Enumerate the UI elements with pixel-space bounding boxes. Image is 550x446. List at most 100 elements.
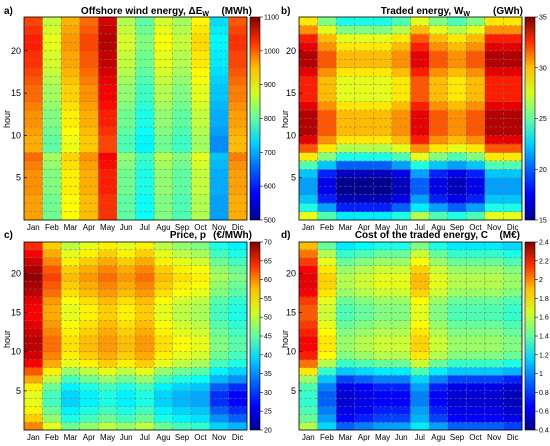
heatmap-cell (79, 375, 99, 384)
panel-title-unit: (M€) (499, 230, 520, 241)
heatmap-cell (98, 186, 118, 196)
heatmap-cell (116, 169, 136, 179)
colorbar-tick-label: 40 (264, 352, 272, 359)
heatmap-cell (154, 42, 174, 52)
heatmap-cell (317, 343, 337, 353)
heatmap-cell (24, 25, 43, 35)
heatmap-cell (317, 186, 337, 196)
heatmap-cell (336, 375, 356, 384)
panel-title: Offshore wind energy, ΔEW (81, 6, 209, 18)
heatmap-cell (154, 67, 174, 77)
heatmap-cell (172, 203, 192, 212)
heatmap-cell (209, 367, 229, 376)
heatmap-cell (336, 101, 356, 111)
heatmap-cell (354, 160, 374, 170)
y-tick-labels: 5 10 15 20 (11, 46, 27, 183)
heatmap-cell (299, 281, 318, 290)
heatmap-cell (429, 67, 449, 77)
heatmap-cell (429, 304, 449, 313)
heatmap-cell (24, 343, 43, 353)
heatmap-cell (391, 414, 411, 423)
heatmap-cell (98, 367, 118, 376)
panel-title-unit: (€/MWh) (213, 230, 252, 241)
heatmap-cell (61, 186, 81, 196)
heatmap-cell (42, 67, 62, 77)
heatmap-cell (209, 194, 229, 204)
heatmap-cell (209, 25, 229, 35)
heatmap-cell (410, 110, 430, 119)
heatmap-cell (410, 203, 430, 212)
heatmap-cell (209, 67, 229, 77)
heatmap-cell (299, 265, 318, 274)
heatmap-cell (354, 177, 374, 187)
heatmap-cell (116, 59, 136, 69)
heatmap-cell (317, 135, 337, 145)
heatmap-cell (466, 343, 486, 353)
heatmap-cell (336, 320, 356, 329)
heatmap-cell (466, 289, 486, 298)
heatmap-cell (191, 312, 211, 321)
heatmap-cell (135, 33, 155, 43)
heatmap-cell (317, 383, 337, 392)
heatmap-cell (116, 367, 136, 376)
heatmap-cell (484, 126, 504, 136)
heatmap-cell (466, 186, 486, 196)
heatmap-cell (410, 42, 430, 52)
y-tick-label: 10 (286, 347, 296, 357)
heatmap-cell (466, 312, 486, 321)
heatmap-cell (79, 343, 99, 353)
heatmap-cell (484, 273, 504, 282)
heatmap-cell (116, 50, 136, 60)
heatmap-cell (373, 281, 393, 290)
heatmap-cell (228, 135, 248, 145)
heatmap-cell (410, 312, 430, 321)
heatmap-cell (299, 42, 318, 52)
heatmap-cell (135, 351, 155, 360)
heatmap-cell (228, 76, 248, 86)
y-tick-label: 15 (286, 88, 296, 98)
heatmap-cell (317, 406, 337, 415)
heatmap-cell (191, 351, 211, 360)
heatmap-cell (447, 169, 467, 179)
heatmap-cell (154, 110, 174, 119)
heatmap-cell (354, 84, 374, 94)
heatmap-cell (61, 50, 81, 60)
heatmap-cell (116, 42, 136, 52)
x-tick-label: May (100, 433, 115, 442)
heatmap-cell (447, 17, 467, 26)
heatmap-cell (391, 273, 411, 282)
heatmap-cell (299, 17, 318, 26)
heatmap-cell (317, 33, 337, 43)
heatmap-cell (336, 84, 356, 94)
heatmap-cell (447, 422, 467, 431)
x-tick-label: Jun (120, 433, 133, 442)
heatmap-cell (172, 320, 192, 329)
heatmap-cell (466, 281, 486, 290)
heatmap-cell (24, 414, 43, 423)
heatmap-cell (24, 422, 43, 431)
heatmap-cell (373, 257, 393, 266)
heatmap-cell (79, 257, 99, 266)
heatmap-cell (24, 398, 43, 407)
heatmap-cell (484, 194, 504, 204)
heatmap-cell (61, 304, 81, 313)
x-tick-label: Mar (339, 223, 353, 232)
heatmap-cell (98, 25, 118, 35)
heatmap-cell (447, 359, 467, 368)
heatmap-cell (429, 336, 449, 345)
colorbar-tick-label: 65 (264, 258, 272, 265)
heatmap-cell (373, 328, 393, 337)
heatmap-cell (79, 143, 99, 153)
heatmap-cell (484, 289, 504, 298)
heatmap-cell (24, 328, 43, 337)
heatmap-cell (172, 351, 192, 360)
heatmap-cell (154, 101, 174, 111)
heatmap-cell (135, 375, 155, 384)
heatmap-cell (373, 375, 393, 384)
heatmap-cell (503, 101, 523, 111)
heatmap-cell (172, 33, 192, 43)
heatmap-cell (447, 126, 467, 136)
heatmap-cell (135, 328, 155, 337)
heatmap-cell (42, 304, 62, 313)
heatmap-cell (299, 367, 318, 376)
